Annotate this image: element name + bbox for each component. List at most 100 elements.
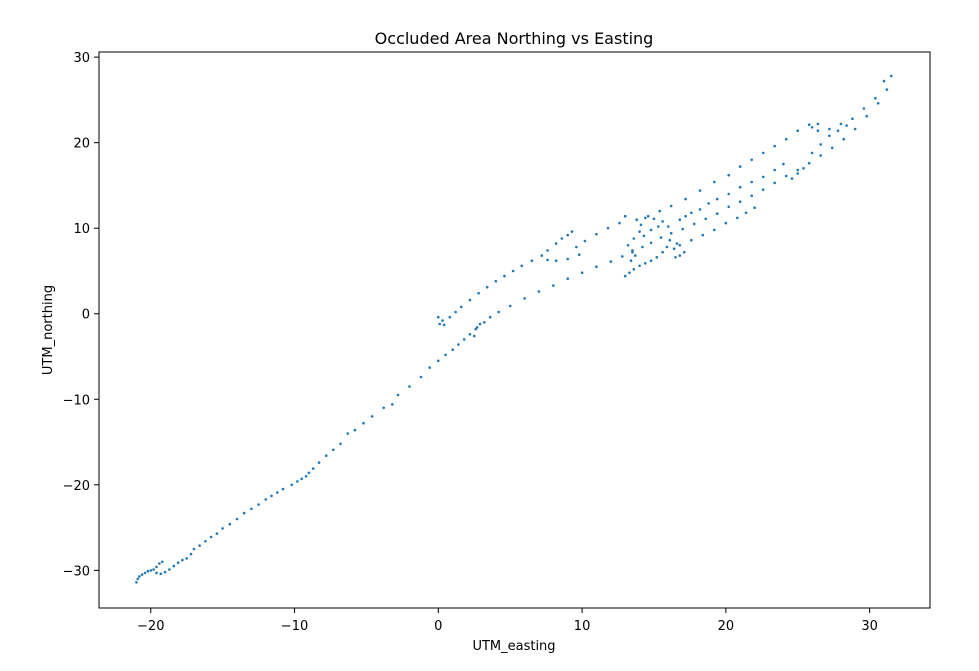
scatter-point	[661, 250, 664, 254]
scatter-point	[678, 244, 682, 247]
chart-title: Occluded Area Northing vs Easting	[375, 29, 654, 48]
scatter-point	[644, 216, 647, 220]
scatter-point	[475, 326, 479, 329]
scatter-point	[155, 571, 158, 575]
scatter-point	[523, 297, 526, 300]
scatter-point	[448, 315, 452, 319]
scatter-point	[744, 211, 748, 215]
scatter-point	[631, 249, 634, 252]
y-tick-label: 30	[73, 51, 90, 66]
scatter-point	[451, 348, 455, 352]
scatter-point	[638, 230, 641, 233]
scatter-point	[638, 264, 641, 268]
scatter-point	[138, 575, 141, 578]
scatter-point	[520, 264, 523, 268]
scatter-point	[665, 245, 669, 249]
scatter-point	[566, 233, 569, 237]
scatter-point	[807, 161, 811, 165]
scatter-point	[649, 228, 653, 232]
scatter-point	[750, 158, 753, 162]
scatter-point	[300, 477, 304, 481]
scatter-point	[462, 338, 466, 341]
x-tick-label: 20	[718, 619, 735, 634]
scatter-point	[885, 88, 889, 91]
scatter-point	[442, 323, 446, 327]
x-tick-label: 10	[574, 619, 591, 634]
scatter-point	[270, 494, 273, 498]
scatter-point	[158, 562, 161, 565]
scatter-point	[623, 274, 627, 278]
scatter-point	[146, 569, 150, 573]
scatter-point	[140, 573, 144, 576]
scatter-point	[317, 461, 321, 464]
scatter-point	[836, 129, 840, 132]
scatter-point	[819, 154, 822, 157]
scatter-point	[566, 277, 569, 281]
scatter-point	[632, 237, 636, 240]
scatter-point	[370, 415, 374, 418]
scatter-point	[457, 343, 460, 346]
scatter-point	[644, 262, 647, 265]
scatter-point	[853, 127, 857, 131]
scatter-point	[307, 471, 311, 475]
scatter-point	[690, 211, 693, 215]
scatter-point	[185, 557, 188, 560]
scatter-point	[727, 173, 730, 177]
scatter-point	[773, 144, 776, 148]
scatter-point	[658, 209, 661, 213]
scatter-point	[575, 245, 578, 249]
scatter-point	[810, 126, 814, 129]
scatter-point	[784, 174, 788, 178]
scatter-point	[444, 353, 447, 357]
scatter-point	[488, 315, 492, 319]
scatter-point	[264, 498, 268, 501]
scatter-point	[649, 241, 653, 245]
scatter-point	[684, 197, 687, 201]
scatter-point	[155, 565, 158, 569]
scatter-point	[163, 570, 167, 574]
scatter-point	[540, 254, 544, 257]
scatter-point	[819, 143, 822, 146]
x-axis-label: UTM_easting	[472, 639, 555, 654]
scatter-point	[460, 305, 463, 309]
scatter-point	[784, 137, 788, 141]
scatter-point	[570, 230, 574, 233]
scatter-point	[428, 366, 432, 369]
scatter-point	[618, 221, 621, 225]
scatter-point	[701, 233, 705, 237]
scatter-point	[790, 177, 794, 180]
scatter-point	[698, 189, 702, 192]
scatter-point	[609, 260, 613, 263]
y-tick-label: 20	[73, 137, 90, 152]
scatter-point	[511, 269, 515, 273]
scatter-point	[198, 544, 201, 547]
scatter-point	[472, 334, 476, 338]
scatter-point	[554, 242, 558, 245]
y-axis-ticks: −30 −20 −10 0 10 20 30	[63, 51, 99, 579]
scatter-point	[874, 96, 877, 100]
scatter-point	[483, 321, 486, 324]
scatter-point	[750, 194, 753, 197]
scatter-point	[727, 192, 730, 196]
scatter-point	[209, 535, 213, 539]
scatter-point	[485, 285, 489, 289]
scatter-point	[437, 359, 440, 363]
scatter-point	[631, 250, 634, 254]
scatter-point	[478, 322, 482, 326]
scatter-point	[761, 175, 765, 179]
y-axis-label: UTM_northing	[41, 285, 56, 375]
scatter-point	[727, 205, 730, 209]
scatter-point	[577, 253, 581, 256]
scatter-point	[468, 298, 472, 302]
scatter-point	[454, 310, 457, 314]
scatter-point	[324, 454, 328, 458]
scatter-point	[681, 227, 684, 231]
scatter-point	[149, 569, 153, 572]
scatter-point	[842, 137, 845, 141]
scatter-point	[649, 259, 653, 263]
scatter-point	[704, 217, 707, 221]
scatter-point	[698, 208, 702, 211]
scatter-point	[678, 254, 682, 257]
scatter-point	[290, 483, 294, 487]
scatter-point	[497, 310, 501, 314]
